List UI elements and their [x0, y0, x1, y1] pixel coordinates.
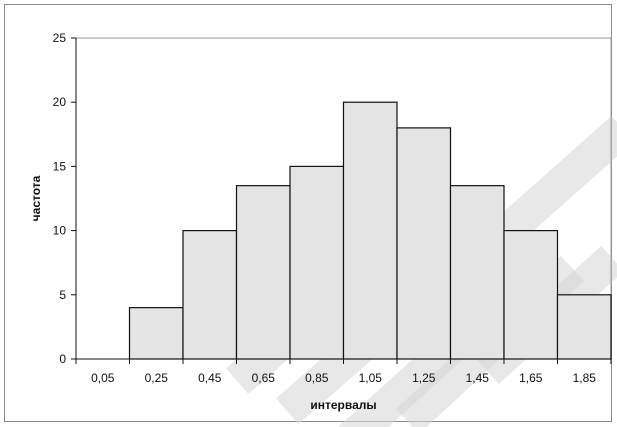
x-axis-title: интервалы	[310, 398, 376, 412]
x-tick-label: 1,05	[359, 371, 383, 385]
y-tick-label: 20	[53, 95, 67, 109]
bar-1-85	[556, 294, 612, 360]
x-ticks: 0,05 0,25 0,45 0,65 0,85 1,05 1,25 1,45 1,65 1,85	[75, 359, 612, 385]
y-tick-label: 0	[59, 352, 66, 366]
bar-1-05	[342, 101, 398, 360]
bar-0-25	[128, 307, 184, 360]
x-tick-label: 1,25	[412, 371, 436, 385]
x-tick-label: 1,65	[519, 371, 543, 385]
x-tick-label: 0,25	[145, 371, 169, 385]
y-ticks: 0 5 10 15 20 25	[53, 31, 76, 366]
x-tick-label: 0,45	[198, 371, 222, 385]
x-tick-label: 0,85	[305, 371, 329, 385]
bar-0-45	[182, 230, 238, 360]
bars	[128, 101, 612, 360]
x-tick-label: 0,05	[91, 371, 115, 385]
x-tick-label: 1,85	[573, 371, 597, 385]
y-tick-label: 25	[53, 31, 67, 45]
bar-1-45	[449, 185, 505, 360]
y-tick-label: 5	[59, 288, 66, 302]
bar-0-85	[289, 165, 345, 360]
y-tick-label: 15	[53, 159, 67, 173]
bar-0-65	[235, 185, 291, 360]
bar-1-65	[503, 230, 559, 360]
x-tick-label: 1,45	[466, 371, 490, 385]
y-axis-title: частота	[29, 175, 43, 221]
bar-1-25	[396, 127, 452, 360]
y-tick-label: 10	[53, 224, 67, 238]
x-tick-label: 0,65	[252, 371, 276, 385]
